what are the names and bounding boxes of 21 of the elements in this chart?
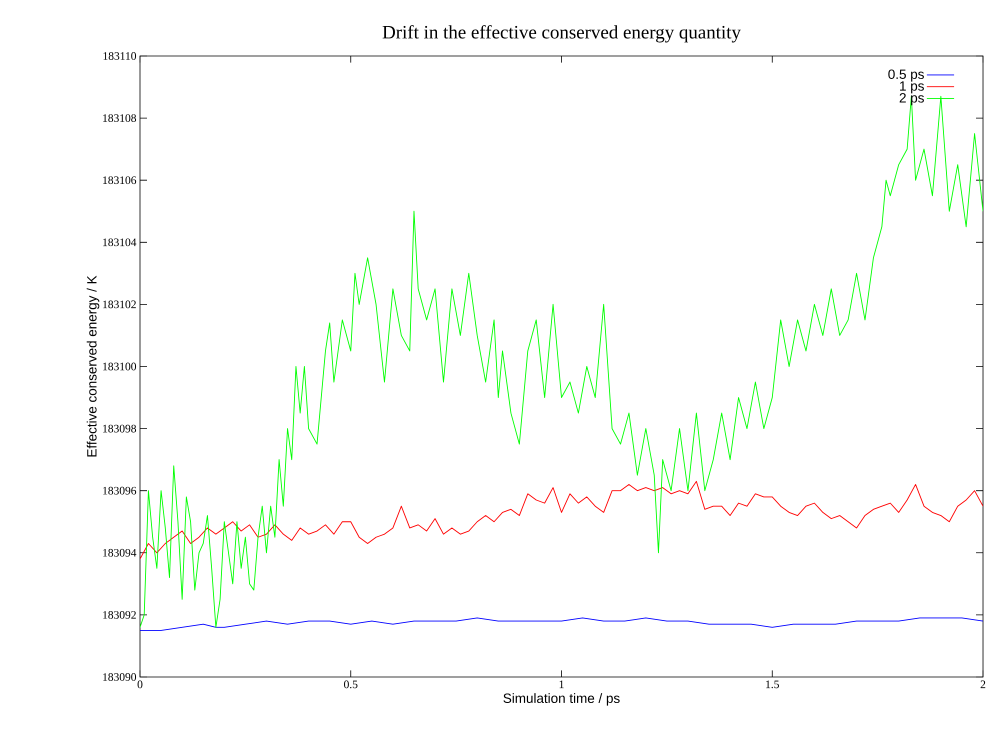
y-tick-label: 183100 — [103, 362, 136, 370]
x-tick-label: 0.5 — [344, 680, 358, 688]
x-tick-label: 1 — [560, 680, 564, 688]
y-tick-label: 183106 — [103, 176, 136, 184]
y-tick-label: 183108 — [103, 114, 136, 122]
y-axis-title: Effective conserved energy / K — [86, 276, 100, 456]
x-axis-title: Simulation time / ps — [503, 693, 620, 706]
y-tick-label: 183104 — [103, 238, 136, 246]
chart-title: Drift in the effective conserved energy quantity — [382, 25, 741, 42]
y-tick-label: 183102 — [103, 300, 136, 308]
y-tick-label: 183096 — [103, 486, 136, 495]
y-tick-label: 183090 — [103, 673, 136, 681]
legend-label: 1 ps — [900, 81, 924, 94]
x-tick-label: 2 — [980, 680, 986, 688]
x-tick-label: 0 — [138, 680, 142, 688]
y-tick-label: 183094 — [103, 548, 136, 557]
y-tick-label: 183098 — [103, 424, 136, 432]
y-tick-label: 183092 — [103, 611, 136, 619]
legend-label: 0.5 ps — [888, 69, 924, 82]
x-tick-label: 1.5 — [766, 680, 779, 688]
y-tick-label: 183110 — [104, 52, 136, 60]
